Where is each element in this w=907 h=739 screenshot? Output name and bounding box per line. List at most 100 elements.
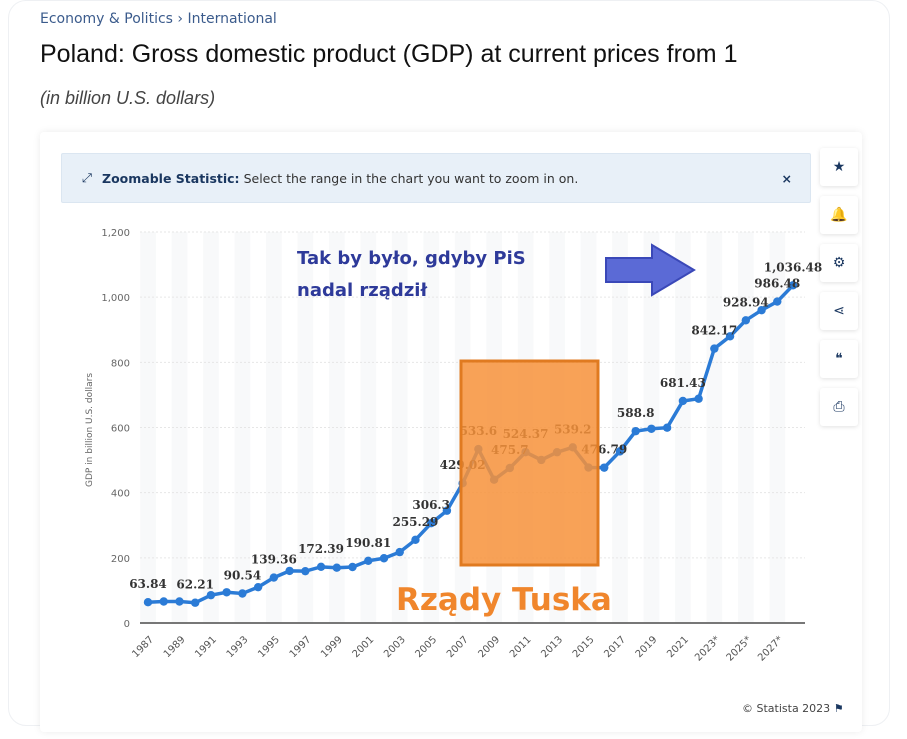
data-point[interactable] bbox=[411, 535, 420, 545]
x-tick-label: 1999 bbox=[319, 634, 345, 660]
data-label: 306.3 bbox=[412, 498, 450, 512]
data-point[interactable] bbox=[710, 344, 719, 353]
copyright[interactable]: © Statista 2023 ⚑ bbox=[742, 702, 844, 715]
x-tick-label: 1997 bbox=[288, 634, 314, 660]
data-point[interactable] bbox=[253, 582, 263, 592]
gear-icon: ⚙ bbox=[832, 255, 846, 271]
data-point[interactable] bbox=[631, 426, 640, 436]
close-icon[interactable]: × bbox=[781, 170, 792, 186]
y-tick-label: 800 bbox=[111, 358, 130, 369]
data-point[interactable] bbox=[426, 518, 436, 528]
data-label: 986.48 bbox=[754, 277, 800, 291]
data-point[interactable] bbox=[143, 597, 153, 607]
x-tick-label: 2019 bbox=[634, 634, 660, 660]
data-point[interactable] bbox=[615, 447, 625, 456]
data-point[interactable] bbox=[364, 556, 373, 566]
data-point[interactable] bbox=[694, 394, 703, 403]
data-point[interactable] bbox=[757, 306, 766, 315]
breadcrumb-economy[interactable]: Economy & Politics bbox=[40, 11, 173, 27]
y-tick-label: 400 bbox=[111, 489, 130, 500]
bell-button[interactable]: 🔔 bbox=[820, 196, 858, 234]
data-point[interactable] bbox=[269, 573, 279, 582]
breadcrumb-international[interactable]: International bbox=[187, 11, 277, 27]
x-tick-label: 2011 bbox=[508, 634, 534, 660]
data-point[interactable] bbox=[301, 566, 310, 576]
page-title: Poland: Gross domestic product (GDP) at … bbox=[40, 40, 738, 68]
grid-band bbox=[234, 232, 251, 623]
data-label: 62.21 bbox=[176, 578, 214, 592]
x-tick-label: 1993 bbox=[225, 634, 251, 660]
y-axis-label: GDP in billion U.S. dollars bbox=[85, 373, 95, 487]
data-point[interactable] bbox=[773, 297, 782, 306]
star-button[interactable]: ★ bbox=[820, 148, 858, 186]
data-label: 172.39 bbox=[298, 542, 344, 556]
x-tick-label: 2001 bbox=[351, 634, 377, 660]
grid-band bbox=[391, 232, 408, 623]
grid-band bbox=[675, 232, 691, 623]
print-button[interactable]: ⎙ bbox=[820, 388, 858, 426]
quote-icon: ❝ bbox=[835, 351, 843, 367]
zoom-banner: ⤢ Zoomable Statistic: Select the range i… bbox=[61, 153, 811, 203]
print-icon: ⎙ bbox=[833, 399, 845, 415]
quote-button[interactable]: ❝ bbox=[820, 340, 858, 378]
copyright-text: © Statista 2023 bbox=[742, 702, 831, 715]
y-tick-label: 1,000 bbox=[101, 293, 130, 304]
data-label: 1,036.48 bbox=[764, 260, 822, 274]
zoom-icon: ⤢ bbox=[82, 170, 93, 185]
x-tick-label: 2015 bbox=[571, 634, 597, 660]
banner-label: Zoomable Statistic: bbox=[102, 170, 240, 186]
gear-button[interactable]: ⚙ bbox=[820, 244, 858, 282]
x-tick-label: 2013 bbox=[539, 634, 565, 660]
pis-annotation-line1: Tak by było, gdyby PiS bbox=[297, 248, 526, 269]
data-point[interactable] bbox=[662, 423, 672, 432]
breadcrumb: Economy & Politics › International bbox=[40, 11, 277, 27]
share-button[interactable]: ⋖ bbox=[820, 292, 858, 330]
breadcrumb-separator: › bbox=[177, 11, 184, 27]
arrow-right-icon bbox=[605, 243, 696, 297]
x-tick-label: 2023* bbox=[693, 634, 722, 663]
data-label: 190.81 bbox=[345, 536, 391, 550]
data-point[interactable] bbox=[332, 563, 341, 572]
bell-icon: 🔔 bbox=[830, 207, 848, 223]
data-point[interactable] bbox=[600, 463, 609, 472]
data-point[interactable] bbox=[678, 396, 688, 406]
data-point[interactable] bbox=[741, 316, 751, 325]
grid-band bbox=[706, 232, 723, 623]
data-point[interactable] bbox=[316, 562, 326, 572]
x-tick-label: 2021 bbox=[665, 634, 691, 660]
data-point[interactable] bbox=[238, 589, 247, 598]
data-label: 139.36 bbox=[251, 553, 297, 567]
data-label: 928.94 bbox=[723, 295, 769, 309]
data-point[interactable] bbox=[222, 588, 231, 597]
y-tick-label: 600 bbox=[111, 424, 130, 435]
data-point[interactable] bbox=[379, 554, 389, 563]
x-tick-label: 2005 bbox=[414, 634, 440, 660]
data-point[interactable] bbox=[442, 506, 452, 515]
share-icon: ⋖ bbox=[833, 303, 845, 319]
data-point[interactable] bbox=[159, 597, 168, 606]
grid-band bbox=[203, 232, 219, 623]
data-label: 588.8 bbox=[617, 406, 655, 420]
x-tick-label: 1989 bbox=[162, 634, 188, 660]
x-tick-label: 2007 bbox=[445, 634, 471, 660]
data-point[interactable] bbox=[348, 562, 357, 572]
data-point[interactable] bbox=[395, 547, 404, 557]
star-icon: ★ bbox=[832, 159, 846, 175]
x-tick-label: 1991 bbox=[193, 634, 219, 660]
data-point[interactable] bbox=[725, 332, 735, 341]
data-point[interactable] bbox=[285, 566, 294, 576]
banner-text: Select the range in the chart you want t… bbox=[243, 170, 579, 186]
x-tick-label: 2017 bbox=[602, 634, 628, 660]
x-tick-label: 1995 bbox=[256, 634, 282, 660]
data-point[interactable] bbox=[175, 597, 184, 606]
data-point[interactable] bbox=[788, 281, 798, 290]
y-tick-label: 0 bbox=[124, 619, 130, 630]
data-point[interactable] bbox=[647, 424, 656, 433]
data-point[interactable] bbox=[190, 598, 200, 607]
data-label: 681.43 bbox=[660, 376, 706, 390]
tusk-annotation: Rządy Tuska bbox=[396, 582, 612, 618]
data-point[interactable] bbox=[206, 590, 216, 600]
y-tick-label: 200 bbox=[111, 554, 130, 565]
data-label: 90.54 bbox=[224, 568, 262, 582]
